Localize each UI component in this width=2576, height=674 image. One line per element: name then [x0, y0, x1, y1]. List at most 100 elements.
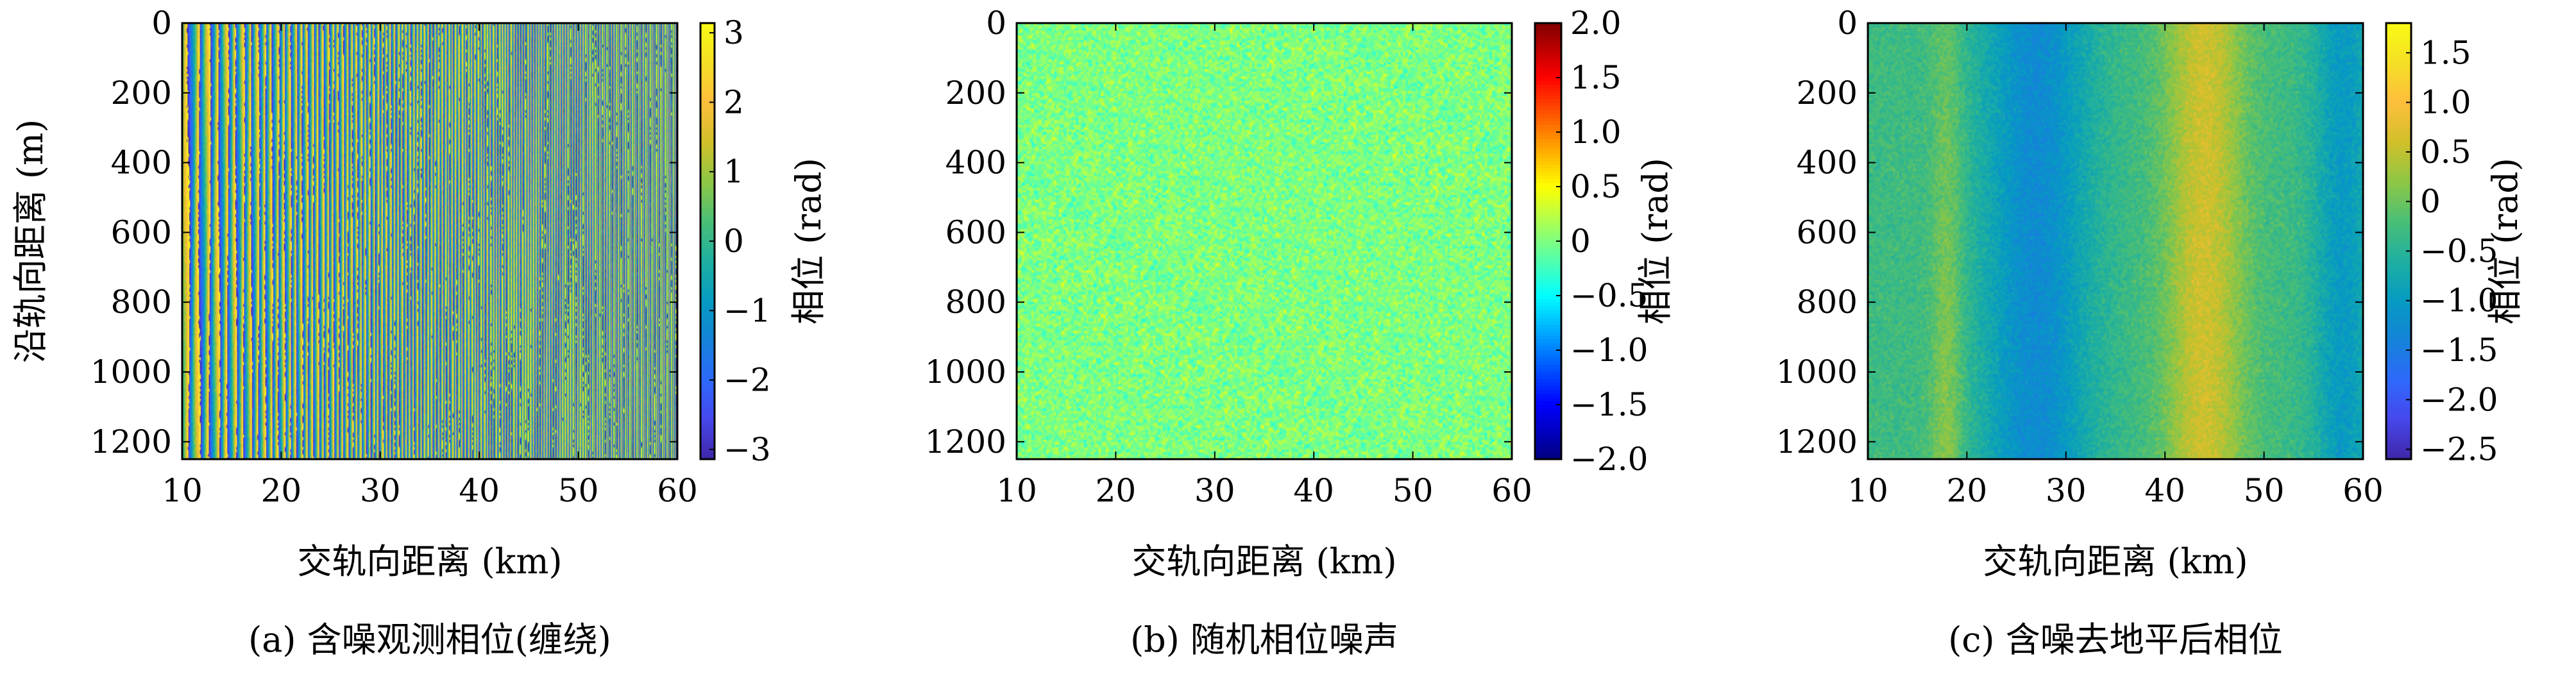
colorbar-swatch — [700, 168, 715, 173]
colorbar — [2385, 22, 2412, 460]
colorbar-swatch — [1535, 237, 1561, 242]
colorbar-tick-label: 1.5 — [1570, 59, 1622, 96]
colorbar-tick-label: 1.5 — [2420, 34, 2471, 71]
colorbar-swatch — [2386, 401, 2411, 405]
colorbar-swatch — [1535, 198, 1561, 202]
colorbar-swatch — [1535, 255, 1561, 260]
colorbar-swatch — [2386, 292, 2411, 296]
colorbar-swatch — [700, 226, 715, 231]
colorbar-swatch — [2386, 310, 2411, 315]
colorbar-swatch — [1535, 244, 1561, 249]
colorbar-swatch — [1535, 208, 1561, 213]
x-tick-label: 40 — [1293, 472, 1334, 509]
colorbar-swatch — [700, 179, 715, 184]
colorbar-swatch — [2386, 288, 2411, 293]
colorbar-swatch — [1535, 252, 1561, 257]
colorbar-swatch — [1535, 416, 1561, 420]
colorbar-tick-label: −0.5 — [2420, 232, 2498, 269]
colorbar-swatch — [1535, 328, 1561, 333]
colorbar-swatch — [700, 208, 715, 213]
colorbar-swatch — [1535, 201, 1561, 206]
colorbar-swatch — [1535, 296, 1561, 300]
colorbar-swatch — [1535, 176, 1561, 180]
colorbar-swatch — [1535, 419, 1561, 424]
colorbar-swatch — [1535, 30, 1561, 35]
colorbar-swatch — [1535, 37, 1561, 42]
colorbar-swatch — [2386, 405, 2411, 409]
colorbar-swatch — [2386, 328, 2411, 333]
colorbar-swatch — [1535, 361, 1561, 366]
colorbar-swatch — [700, 219, 715, 224]
colorbar-swatch — [1535, 423, 1561, 427]
colorbar-swatch — [1535, 45, 1561, 49]
colorbar-swatch — [2386, 85, 2411, 89]
colorbar-swatch — [1535, 81, 1561, 86]
colorbar-swatch — [700, 405, 715, 409]
colorbar-swatch — [1535, 383, 1561, 387]
colorbar-tick-label: −1.5 — [1570, 386, 1648, 423]
colorbar-swatch — [700, 390, 715, 394]
colorbar-swatch — [700, 303, 715, 307]
colorbar-swatch — [700, 357, 715, 362]
colorbar-swatch — [1535, 154, 1561, 158]
colorbar-swatch — [2386, 81, 2411, 86]
colorbar-swatch — [700, 88, 715, 93]
colorbar-swatch — [1535, 226, 1561, 231]
colorbar-swatch — [2386, 168, 2411, 173]
colorbar-swatch — [2386, 281, 2411, 285]
colorbar-swatch — [700, 52, 715, 56]
colorbar-swatch — [2386, 263, 2411, 267]
colorbar-swatch — [2386, 67, 2411, 71]
colorbar-swatch — [1535, 128, 1561, 133]
y-tick-label: 0 — [986, 4, 1006, 42]
colorbar-swatch — [1535, 324, 1561, 329]
colorbar-swatch — [2386, 132, 2411, 137]
heatmap-image — [182, 23, 677, 459]
colorbar-swatch — [700, 346, 715, 351]
colorbar-tick-label: −1.0 — [2420, 282, 2498, 319]
colorbar-swatch — [700, 241, 715, 246]
colorbar-swatch — [2386, 114, 2411, 119]
y-tick-label: 1200 — [90, 423, 172, 460]
colorbar-swatch — [2386, 48, 2411, 53]
plot-frame — [1867, 22, 2364, 460]
colorbar-swatch — [2386, 139, 2411, 144]
y-tick-label: 1000 — [1776, 353, 1858, 391]
colorbar-swatch — [700, 128, 715, 133]
colorbar-swatch — [2386, 379, 2411, 383]
colorbar-swatch — [1535, 114, 1561, 119]
colorbar-swatch — [1535, 124, 1561, 130]
colorbar-swatch — [2386, 187, 2411, 191]
colorbar-swatch — [2386, 324, 2411, 329]
colorbar-swatch — [1535, 23, 1561, 28]
colorbar-swatch — [700, 41, 715, 46]
colorbar-swatch — [700, 288, 715, 293]
x-tick-label: 30 — [1194, 472, 1235, 509]
colorbar-swatch — [700, 124, 715, 130]
y-tick-label: 400 — [1797, 144, 1858, 181]
colorbar-swatch — [1535, 165, 1561, 169]
x-axis-label: 交轨向距离 (km) — [297, 541, 562, 582]
colorbar-swatch — [1535, 339, 1561, 344]
colorbar-swatch — [1535, 103, 1561, 108]
colorbar-swatch — [700, 375, 715, 380]
colorbar-swatch — [700, 106, 715, 111]
colorbar-swatch — [700, 372, 715, 376]
colorbar-swatch — [1535, 364, 1561, 369]
colorbar — [699, 22, 716, 460]
colorbar-swatch — [700, 364, 715, 369]
colorbar-swatch — [2386, 419, 2411, 424]
colorbar-label: 相位 (rad) — [1635, 158, 1675, 324]
colorbar-swatch — [700, 99, 715, 104]
colorbar-swatch — [2386, 34, 2411, 38]
colorbar-swatch — [700, 70, 715, 75]
colorbar-swatch — [700, 34, 715, 38]
colorbar-swatch — [2386, 241, 2411, 246]
colorbar-swatch — [2386, 448, 2411, 453]
colorbar-swatch — [2386, 194, 2411, 198]
heatmap-image — [1017, 23, 1512, 459]
colorbar-swatch — [2386, 357, 2411, 362]
colorbar-swatch — [700, 412, 715, 416]
colorbar-swatch — [1535, 194, 1561, 198]
